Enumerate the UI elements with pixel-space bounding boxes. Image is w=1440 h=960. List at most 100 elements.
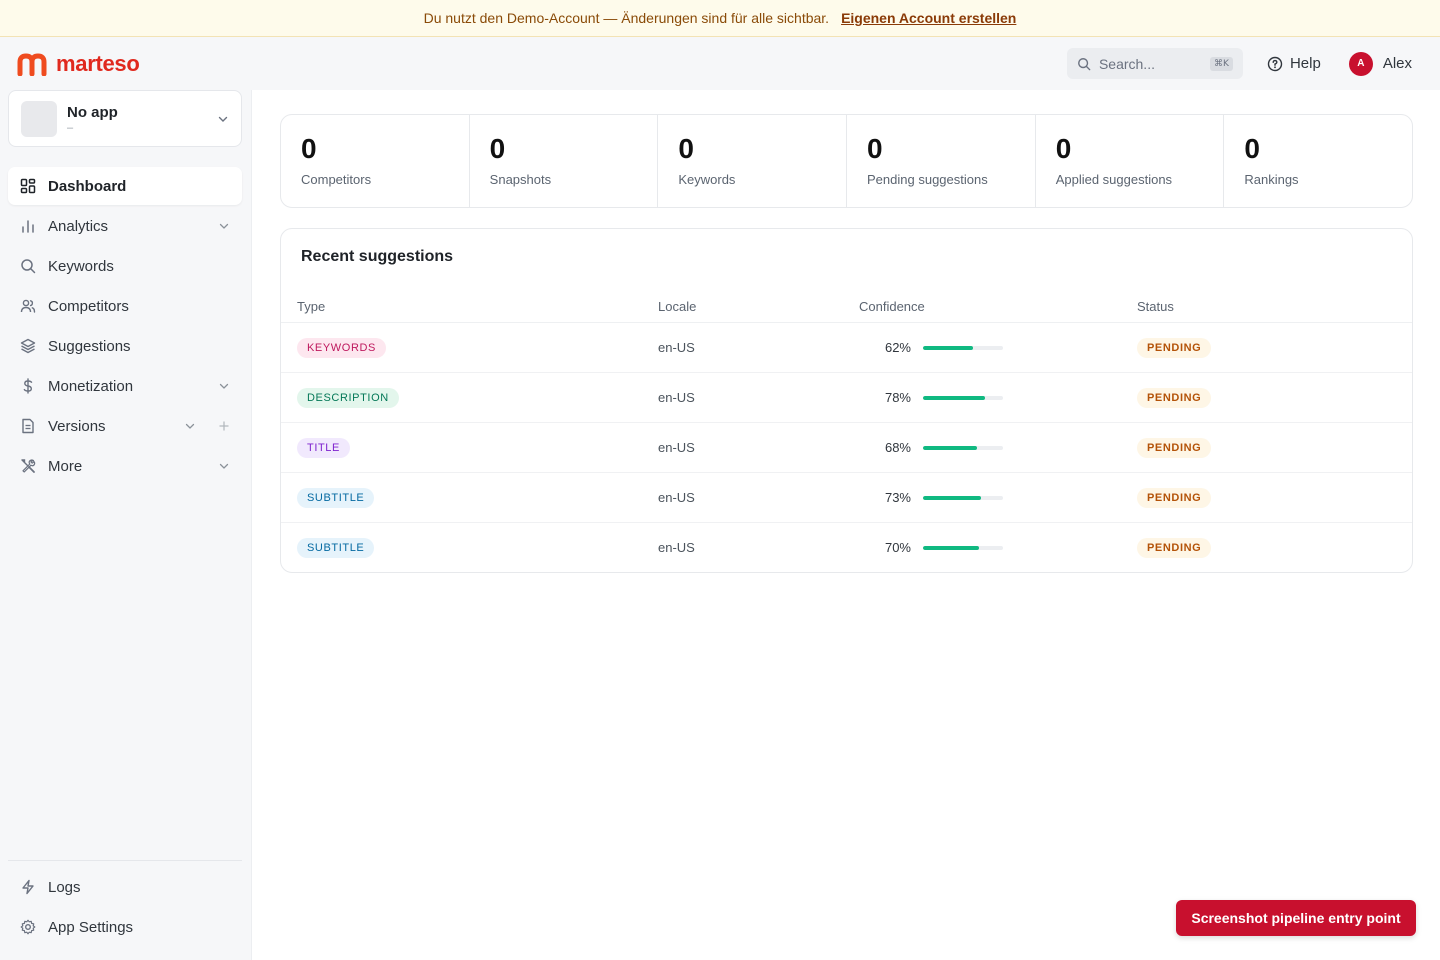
stat-label: Rankings	[1244, 172, 1299, 187]
screenshot-pipeline-button[interactable]: Screenshot pipeline entry point	[1176, 900, 1416, 936]
app-name: No app	[67, 103, 118, 121]
stat-value: 0	[867, 133, 883, 164]
confidence-value: 73%	[884, 490, 911, 505]
sidebar-item-versions[interactable]: Versions	[8, 407, 242, 445]
recent-suggestions-card: Recent suggestions Type Locale Confidenc…	[280, 228, 1413, 573]
confidence-bar	[923, 546, 1003, 550]
column-header-status: Status	[1137, 299, 1174, 314]
table-row[interactable]: SUBTITLE en-US 73% PENDING	[281, 473, 1412, 523]
bolt-icon	[22, 879, 34, 895]
stat-competitors: 0 Competitors	[281, 115, 470, 207]
search-icon	[1078, 57, 1091, 70]
user-menu[interactable]: A Alex	[1348, 51, 1412, 76]
users-icon	[20, 299, 36, 313]
stat-value: 0	[678, 133, 694, 164]
dollar-icon	[23, 378, 33, 394]
confidence-bar-fill	[923, 546, 979, 550]
brand-logo[interactable]: marteso	[16, 51, 140, 77]
analytics-icon	[22, 220, 34, 233]
locale-cell: en-US	[658, 440, 695, 455]
stat-label: Keywords	[678, 172, 736, 187]
help-label: Help	[1289, 55, 1321, 72]
confidence-bar	[923, 446, 1003, 450]
logo-mark-icon	[17, 52, 47, 76]
chevron-down-icon[interactable]	[218, 220, 230, 232]
confidence-bar	[923, 396, 1003, 400]
table-row[interactable]: DESCRIPTION en-US 78% PENDING	[281, 373, 1412, 423]
sidebar-item-monetization[interactable]: Monetization	[8, 367, 242, 405]
sidebar-item-app-settings[interactable]: App Settings	[8, 908, 242, 946]
sidebar-item-label: Keywords	[48, 257, 114, 275]
column-header-confidence: Confidence	[859, 299, 925, 314]
stat-value: 0	[301, 133, 317, 164]
confidence-bar	[923, 496, 1003, 500]
stat-pending-suggestions: 0 Pending suggestions	[847, 115, 1036, 207]
app-subtitle: –	[67, 121, 74, 134]
sidebar-item-label: App Settings	[48, 918, 134, 936]
locale-cell: en-US	[658, 540, 695, 555]
sidebar-item-more[interactable]: More	[8, 447, 242, 485]
stat-keywords: 0 Keywords	[658, 115, 848, 207]
stat-applied-suggestions: 0 Applied suggestions	[1036, 115, 1225, 207]
confidence-value: 68%	[884, 440, 911, 455]
stat-label: Snapshots	[489, 172, 552, 187]
chevron-down-icon[interactable]	[218, 380, 230, 392]
stat-value: 0	[489, 133, 506, 164]
sidebar-item-label: Dashboard	[48, 177, 127, 195]
sidebar-bottom-nav: Logs App Settings	[8, 860, 242, 948]
search-input[interactable]: Search... ⌘K	[1066, 48, 1243, 79]
stat-value: 0	[1244, 133, 1260, 164]
avatar: A	[1348, 51, 1373, 76]
locale-cell: en-US	[658, 390, 695, 405]
sidebar-item-dashboard[interactable]: Dashboard	[8, 167, 242, 205]
confidence-value: 70%	[884, 540, 911, 555]
sidebar-item-label: More	[48, 457, 83, 475]
plus-icon[interactable]	[218, 420, 230, 432]
sidebar-nav: Dashboard Analytics Keywords Competitors…	[8, 167, 242, 487]
app-switcher[interactable]: No app –	[8, 90, 242, 147]
sidebar-item-label: Monetization	[48, 377, 134, 395]
type-badge: DESCRIPTION	[297, 388, 399, 408]
section-title: Recent suggestions	[301, 248, 454, 265]
confidence-bar-fill	[923, 496, 982, 500]
brand-name: marteso	[56, 50, 140, 76]
sidebar-item-label: Analytics	[48, 217, 109, 235]
sidebar-item-keywords[interactable]: Keywords	[8, 247, 242, 285]
stat-label: Competitors	[301, 172, 372, 187]
confidence-value: 78%	[884, 390, 911, 405]
table-header: Type Locale Confidence Status	[281, 291, 1412, 323]
table-row[interactable]: KEYWORDS en-US 62% PENDING	[281, 323, 1412, 373]
demo-banner: Du nutzt den Demo-Account — Änderungen s…	[0, 0, 1440, 37]
sidebar-item-label: Competitors	[48, 297, 129, 315]
search-shortcut: ⌘K	[1210, 56, 1233, 71]
sidebar-item-suggestions[interactable]: Suggestions	[8, 327, 242, 365]
sidebar-item-competitors[interactable]: Competitors	[8, 287, 242, 325]
locale-cell: en-US	[658, 340, 695, 355]
sidebar: No app – Dashboard Analytics Keywords Co…	[0, 90, 250, 960]
chevron-down-icon	[218, 116, 228, 122]
status-badge: PENDING	[1137, 538, 1212, 558]
sidebar-item-logs[interactable]: Logs	[8, 868, 242, 906]
help-button[interactable]: Help	[1267, 55, 1321, 72]
locale-cell: en-US	[658, 490, 695, 505]
stat-snapshots: 0 Snapshots	[470, 115, 659, 207]
sidebar-item-label: Logs	[48, 878, 81, 896]
confidence-bar-fill	[923, 446, 978, 450]
type-badge: TITLE	[297, 438, 350, 458]
chevron-down-icon[interactable]	[218, 460, 230, 472]
create-account-link[interactable]: Eigenen Account erstellen	[841, 10, 1017, 26]
search-placeholder: Search...	[1098, 55, 1155, 72]
confidence-bar-fill	[923, 396, 986, 400]
type-badge: SUBTITLE	[297, 488, 375, 508]
table-row[interactable]: SUBTITLE en-US 70% PENDING	[281, 523, 1412, 572]
sidebar-item-label: Versions	[48, 417, 106, 435]
sidebar-item-analytics[interactable]: Analytics	[8, 207, 242, 245]
chevron-down-icon[interactable]	[184, 420, 196, 432]
layers-icon	[20, 338, 36, 354]
confidence-value: 62%	[884, 340, 911, 355]
stat-label: Applied suggestions	[1055, 172, 1173, 187]
stat-rankings: 0 Rankings	[1224, 115, 1412, 207]
table-row[interactable]: TITLE en-US 68% PENDING	[281, 423, 1412, 473]
main-content: 0 Competitors 0 Snapshots 0 Keywords 0 P…	[251, 90, 1440, 960]
stat-value: 0	[1055, 133, 1072, 164]
